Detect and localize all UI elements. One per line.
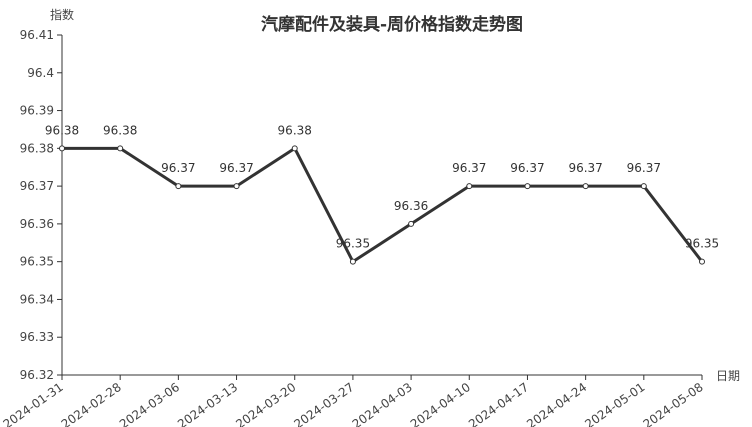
data-label: 96.37 [568,161,602,175]
x-tick-label: 2024-03-06 [117,380,182,427]
data-label: 96.37 [627,161,661,175]
series-line [62,146,704,264]
data-label: 96.35 [685,237,719,251]
data-point [291,145,298,152]
data-point [117,145,124,152]
data-label: 96.38 [278,123,312,137]
y-tick-label: 96.32 [20,368,54,382]
data-label: 96.38 [103,123,137,137]
data-label: 96.38 [45,123,79,137]
x-tick-label: 2024-02-28 [59,380,124,427]
data-point [349,258,356,265]
y-tick-label: 96.34 [20,292,54,306]
y-tick-label: 96.33 [20,330,54,344]
x-tick-label: 2024-03-27 [291,380,356,427]
x-tick-label: 2024-04-17 [466,380,531,427]
y-axis-label: 指数 [50,7,74,22]
data-point [408,220,415,227]
x-tick-label: 2024-04-03 [350,380,415,427]
data-point [59,145,65,152]
x-tick-label: 2024-03-20 [233,380,298,427]
x-tick-label: 2024-04-24 [524,380,589,427]
y-tick-label: 96.35 [20,255,54,269]
data-point [175,183,182,190]
data-point [466,183,473,190]
x-tick-label: 2024-05-01 [582,380,647,427]
y-tick-label: 96.39 [20,104,54,118]
data-point [640,183,647,190]
data-label: 96.35 [336,237,370,251]
data-label: 96.37 [452,161,486,175]
data-label: 96.37 [510,161,544,175]
data-point [524,183,531,190]
chart-title: 汽摩配件及装具-周价格指数走势图 [261,14,523,35]
x-axis-label: 日期 [716,369,740,383]
y-tick-label: 96.36 [20,217,54,231]
data-point [233,183,240,190]
y-tick-label: 96.41 [20,28,54,42]
y-tick-label: 96.4 [27,66,54,80]
data-label: 96.37 [161,161,195,175]
data-point [582,183,589,190]
data-label: 96.37 [219,161,253,175]
x-tick-label: 2024-04-10 [408,380,473,427]
x-tick-label: 2024-03-13 [175,380,240,427]
y-tick-label: 96.37 [20,179,54,193]
data-point [699,258,705,265]
data-label: 96.36 [394,199,428,213]
y-tick-label: 96.38 [20,141,54,155]
x-tick-label: 2024-01-31 [1,380,66,427]
x-tick-label: 2024-05-08 [641,380,706,427]
